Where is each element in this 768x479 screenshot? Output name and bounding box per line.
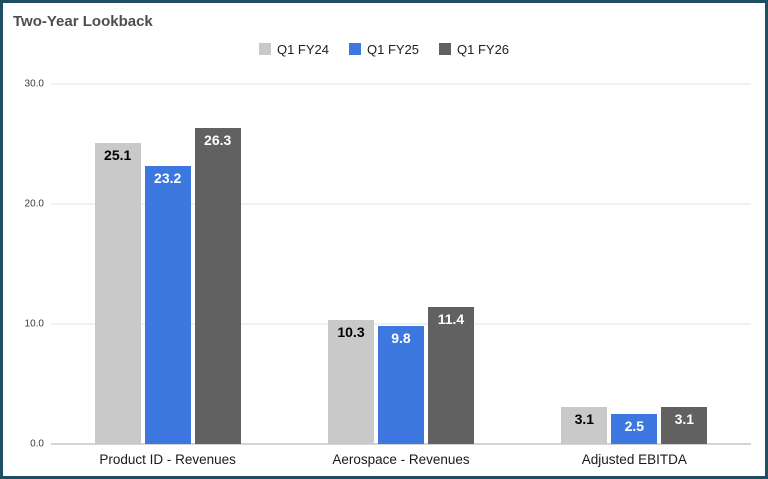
bar-q1-fy25: 2.5: [611, 414, 658, 444]
y-axis-tick-label: 10.0: [24, 318, 44, 330]
legend-item: Q1 FY24: [258, 41, 329, 57]
bar-groups: 25.1 23.2 26.3 Product ID - Revenues 10.3 9.8…: [51, 84, 751, 467]
bar-value-label: 11.4: [437, 311, 465, 328]
gridline: [51, 443, 751, 445]
gridline: [51, 203, 751, 205]
y-axis-tick-label: 20.0: [24, 198, 44, 210]
legend: Q1 FY24 Q1 FY25 Q1 FY26: [3, 40, 765, 58]
legend-item: Q1 FY26: [439, 42, 509, 57]
y-axis-tick-label: 30.0: [24, 78, 44, 90]
legend-label: Q1 FY24: [276, 41, 329, 57]
legend-label: Q1 FY26: [457, 41, 510, 57]
bar-q1-fy24: 25.1: [94, 142, 141, 444]
category-label: Aerospace - Revenues: [332, 452, 470, 467]
legend-swatch: [258, 43, 271, 55]
bar-q1-fy24: 3.1: [561, 406, 608, 444]
bar-q1-fy25: 9.8: [377, 326, 424, 444]
bar-value-label: 23.2: [154, 169, 182, 186]
bar-q1-fy25: 23.2: [144, 165, 191, 444]
bar-value-label: 3.1: [574, 410, 595, 427]
bar-q1-fy26: 3.1: [661, 406, 708, 444]
bar-value-label: 25.1: [104, 146, 132, 163]
bar-value-label: 3.1: [674, 410, 695, 427]
chart-title: Two-Year Lookback: [13, 13, 153, 30]
bar-value-label: 26.3: [204, 132, 232, 149]
bar-value-label: 2.5: [624, 418, 645, 434]
bar-group: 10.3 9.8 11.4 Aerospace - Revenues: [327, 84, 474, 467]
category-label: Product ID - Revenues: [99, 452, 236, 467]
legend-label: Q1 FY25: [366, 41, 420, 57]
plot-area: 0.0 10.0 20.0 30.0 25.1 23.2 26.3 Product ID - …: [25, 79, 751, 467]
gridline: [51, 323, 751, 325]
legend-item: Q1 FY25: [348, 41, 420, 57]
bar-value-label: 10.3: [337, 324, 365, 341]
bar-q1-fy24: 10.3: [327, 320, 374, 444]
gridline: [51, 83, 751, 85]
y-axis-tick-label: 0.0: [30, 438, 44, 450]
legend-swatch: [348, 43, 361, 55]
bar-value-label: 9.8: [391, 330, 411, 347]
category-label: Adjusted EBITDA: [581, 452, 687, 467]
bar-group: 25.1 23.2 26.3 Product ID - Revenues: [94, 84, 241, 467]
bar-q1-fy26: 11.4: [427, 307, 474, 444]
bar-q1-fy26: 26.3: [194, 128, 241, 444]
legend-swatch: [439, 43, 452, 55]
bar-group: 3.1 2.5 3.1 Adjusted EBITDA: [561, 84, 708, 467]
